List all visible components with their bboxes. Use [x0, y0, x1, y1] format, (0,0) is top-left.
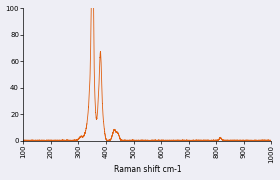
X-axis label: Raman shift cm-1: Raman shift cm-1 [113, 165, 181, 174]
